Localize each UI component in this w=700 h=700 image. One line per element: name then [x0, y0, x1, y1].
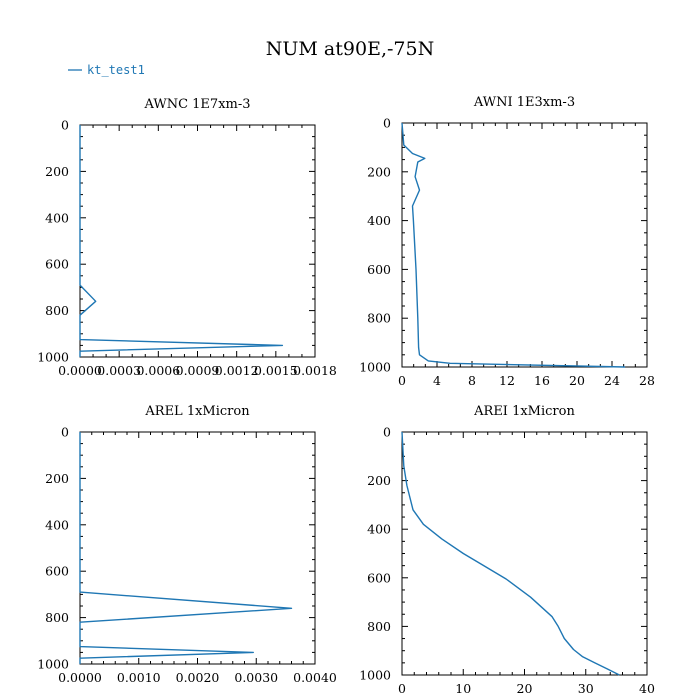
panel-title: AWNI 1E3xm-3	[473, 95, 575, 110]
y-tick-label: 200	[367, 164, 391, 179]
x-tick-label: 0.0000	[58, 670, 102, 685]
y-tick-label: 600	[367, 262, 391, 277]
figure-title: NUM at90E,-75N	[266, 38, 434, 60]
panel-title: AREL 1xMicron	[144, 404, 250, 419]
y-tick-label: 800	[45, 303, 69, 318]
y-tick-label: 0	[383, 425, 391, 440]
x-tick-label: 0.0040	[293, 670, 337, 685]
panel-1: AWNC 1E7xm-3020040060080010000.00000.000…	[37, 97, 337, 378]
y-tick-label: 400	[45, 517, 69, 532]
x-tick-label: 0.0010	[117, 670, 161, 685]
y-tick-label: 800	[367, 619, 391, 634]
x-tick-label: 0.0003	[97, 363, 141, 378]
y-tick-label: 400	[367, 522, 391, 537]
plot-frame	[401, 431, 648, 676]
series-line	[79, 125, 284, 357]
y-tick-label: 1000	[37, 657, 69, 672]
y-tick-label: 600	[45, 257, 69, 272]
legend-label: kt_test1	[87, 63, 145, 77]
x-tick-label: 12	[499, 373, 515, 388]
y-tick-label: 1000	[359, 668, 391, 683]
y-tick-label: 1000	[359, 360, 391, 375]
plot-frame	[401, 122, 648, 368]
x-tick-label: 0	[398, 681, 406, 696]
y-tick-label: 800	[367, 311, 391, 326]
x-tick-label: 0.0018	[293, 363, 337, 378]
y-tick-label: 800	[45, 610, 69, 625]
x-tick-label: 28	[639, 373, 655, 388]
legend: kt_test1	[68, 63, 145, 77]
series-line	[401, 122, 626, 368]
x-tick-label: 0.0012	[215, 363, 259, 378]
y-tick-label: 400	[45, 210, 69, 225]
y-tick-label: 0	[61, 118, 69, 133]
x-tick-label: 0.0000	[58, 363, 102, 378]
chart-panels: AWNC 1E7xm-3020040060080010000.00000.000…	[37, 95, 655, 696]
y-tick-label: 400	[367, 213, 391, 228]
x-tick-label: 10	[455, 681, 471, 696]
y-tick-label: 0	[383, 116, 391, 131]
series-line	[79, 432, 293, 664]
x-tick-label: 0.0030	[234, 670, 278, 685]
x-tick-label: 0.0009	[176, 363, 220, 378]
x-tick-label: 0	[398, 373, 406, 388]
plot-frame	[79, 431, 316, 665]
y-tick-label: 200	[367, 473, 391, 488]
panel-2: AWNI 1E3xm-3 0 200 400 600 800 1000 0 4 8 12 16 20 24…	[359, 95, 655, 388]
plot-frame	[79, 124, 316, 358]
x-tick-label: 4	[433, 373, 441, 388]
x-tick-label: 20	[569, 373, 585, 388]
panel-title: AREI 1xMicron	[473, 404, 575, 419]
panel-4: AREI 1xMicron 0 200 400 600 800 1000 0 10 20 30 40	[359, 404, 655, 696]
series-line	[401, 431, 620, 676]
x-tick-label: 0.0006	[136, 363, 180, 378]
x-tick-label: 24	[604, 373, 620, 388]
panel-title: AWNC 1E7xm-3	[143, 97, 250, 112]
y-tick-label: 200	[45, 471, 69, 486]
x-tick-label: 0.0015	[254, 363, 298, 378]
y-tick-label: 600	[367, 570, 391, 585]
y-tick-label: 600	[45, 564, 69, 579]
x-tick-label: 20	[517, 681, 533, 696]
x-tick-label: 16	[534, 373, 550, 388]
x-tick-label: 0.0020	[176, 670, 220, 685]
x-tick-label: 30	[578, 681, 594, 696]
x-tick-label: 8	[468, 373, 476, 388]
y-tick-label: 1000	[37, 350, 69, 365]
y-tick-label: 0	[61, 425, 69, 440]
y-tick-label: 200	[45, 164, 69, 179]
x-tick-label: 40	[639, 681, 655, 696]
